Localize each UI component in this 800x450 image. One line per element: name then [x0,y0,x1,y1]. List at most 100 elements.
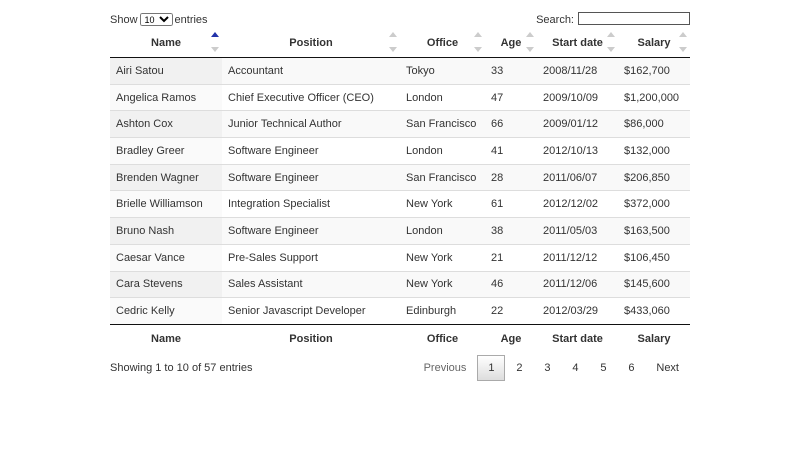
search-input[interactable] [578,12,690,25]
table-cell: Cedric Kelly [110,297,222,325]
page-button[interactable]: 1 [477,354,506,381]
table-cell: San Francisco [400,163,485,191]
table-cell: New York [400,243,485,271]
table-cell: $132,000 [618,137,690,165]
controls: Show 10 entries Search: [110,10,690,28]
table-cell: $162,700 [618,57,690,85]
sort-desc-icon [474,47,482,52]
column-header[interactable]: Name [110,28,222,58]
table-cell: Airi Satou [110,57,222,85]
column-footer: Age [485,323,537,353]
table-cell: Chief Executive Officer (CEO) [222,83,400,111]
table-cell: Angelica Ramos [110,83,222,111]
table-cell: Pre-Sales Support [222,243,400,271]
table-cell: $163,500 [618,217,690,245]
table-cell: Cara Stevens [110,270,222,298]
table-cell: $206,850 [618,163,690,191]
table-cell: San Francisco [400,110,485,138]
column-footer: Start date [537,323,618,353]
entries-label: entries [174,13,208,26]
page-button[interactable]: 3 [544,361,551,374]
table-cell: Ashton Cox [110,110,222,138]
sort-desc-icon [526,47,534,52]
table-cell: 21 [485,243,537,271]
table-cell: New York [400,190,485,218]
table-cell: Brielle Williamson [110,190,222,218]
info: Showing 1 to 10 of 57 entries [110,361,253,374]
table-row: Cedric Kelly Senior Javascript Developer E… [110,297,690,325]
search-label: Search: [536,14,574,26]
column-footer: Position [222,323,400,353]
column-footer: Office [400,323,485,353]
table-cell: $145,600 [618,270,690,298]
table-row: Angelica Ramos Chief Executive Officer (C… [110,83,690,111]
sort-asc-icon [526,32,534,37]
column-footer: Name [110,323,222,353]
previous-button[interactable]: Previous [423,361,467,374]
search-control: Search: [536,12,690,26]
sort-desc-icon [211,47,219,52]
sort-asc-icon [607,32,615,37]
table-cell: Caesar Vance [110,243,222,271]
table-cell: Bradley Greer [110,137,222,165]
table-cell: 46 [485,270,537,298]
table-cell: 2012/03/29 [537,297,618,325]
table-cell: Tokyo [400,57,485,85]
table-cell: London [400,217,485,245]
table-cell: 2011/06/07 [537,163,618,191]
page-button[interactable]: 4 [572,361,579,374]
sort-asc-icon [679,32,687,37]
column-header[interactable]: Age [485,28,537,58]
table-cell: Software Engineer [222,217,400,245]
datatable: Show 10 entries Search: Name Position Office… [110,10,690,382]
table-cell: 2011/12/12 [537,243,618,271]
sort-asc-icon [474,32,482,37]
page-button[interactable]: 6 [628,361,635,374]
table-cell: 2009/01/12 [537,110,618,138]
sort-desc-icon [389,47,397,52]
table-cell: 2008/11/28 [537,57,618,85]
table-cell: $1,200,000 [618,83,690,111]
table-row: Airi Satou Accountant Tokyo 33 2008/11/28 $16… [110,57,690,85]
table-cell: London [400,83,485,111]
table-cell: 41 [485,137,537,165]
column-footer: Salary [618,323,690,353]
table-row: Bruno Nash Software Engineer London 38 2011/… [110,217,690,245]
column-header[interactable]: Position [222,28,400,58]
table-cell: 2012/12/02 [537,190,618,218]
length-control: Show 10 entries [110,12,208,26]
table-cell: Brenden Wagner [110,163,222,191]
sort-desc-icon [679,47,687,52]
table-cell: 2012/10/13 [537,137,618,165]
length-select[interactable]: 10 [139,12,173,26]
next-button[interactable]: Next [656,361,679,374]
table-cell: Software Engineer [222,137,400,165]
table-cell: 2011/12/06 [537,270,618,298]
table-cell: $433,060 [618,297,690,325]
table-cell: Senior Javascript Developer [222,297,400,325]
table-cell: 28 [485,163,537,191]
table-cell: 2009/10/09 [537,83,618,111]
table-cell: Edinburgh [400,297,485,325]
show-label: Show [110,13,138,26]
column-header[interactable]: Start date [537,28,618,58]
page-button[interactable]: 2 [516,361,523,374]
table-row: Bradley Greer Software Engineer London 41 20… [110,137,690,165]
table-cell: 66 [485,110,537,138]
table-cell: Integration Specialist [222,190,400,218]
table-row: Brenden Wagner Software Engineer San Franc… [110,163,690,191]
table-cell: Sales Assistant [222,270,400,298]
table-cell: 47 [485,83,537,111]
column-header[interactable]: Office [400,28,485,58]
pagination: Previous 1 2 3 4 5 6 Next [413,354,690,381]
page-button[interactable]: 5 [600,361,607,374]
table-cell: Software Engineer [222,163,400,191]
table-cell: Bruno Nash [110,217,222,245]
table: Name Position Office Age Start date Salary Ai… [110,28,690,353]
table-cell: $86,000 [618,110,690,138]
table-cell: $106,450 [618,243,690,271]
column-header[interactable]: Salary [618,28,690,58]
footer: Showing 1 to 10 of 57 entries Previous 1 2… [110,354,690,382]
table-cell: New York [400,270,485,298]
